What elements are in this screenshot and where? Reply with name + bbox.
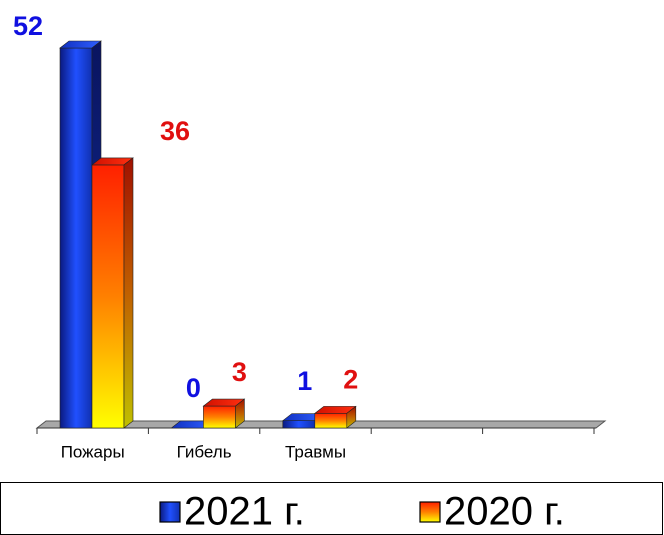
bar-side: [346, 405, 357, 429]
data-label: 52: [13, 11, 43, 41]
bar-front: [282, 420, 316, 429]
data-label: 2: [343, 365, 358, 395]
x-tick-label: Пожары: [61, 442, 125, 461]
legend-swatch: [419, 501, 441, 523]
bar: [91, 157, 134, 429]
x-tick-label: Травмы: [285, 442, 346, 461]
legend-box: [0, 482, 663, 535]
bar-front: [314, 413, 348, 429]
data-label: 1: [297, 366, 312, 396]
x-tick-label: Гибель: [177, 442, 232, 461]
bar: [313, 405, 357, 429]
legend-swatch: [159, 501, 181, 523]
legend-label: 2021 г.: [184, 490, 305, 534]
legend-label: 2020 г.: [444, 490, 565, 534]
bar-side: [123, 157, 134, 429]
bar-front: [203, 405, 236, 429]
bar: [202, 398, 246, 429]
data-label: 3: [232, 357, 247, 387]
data-label: 0: [186, 373, 201, 403]
bar-front: [59, 47, 93, 429]
bar-side: [235, 398, 245, 429]
data-label: 36: [160, 116, 190, 146]
bar-front: [91, 164, 125, 429]
